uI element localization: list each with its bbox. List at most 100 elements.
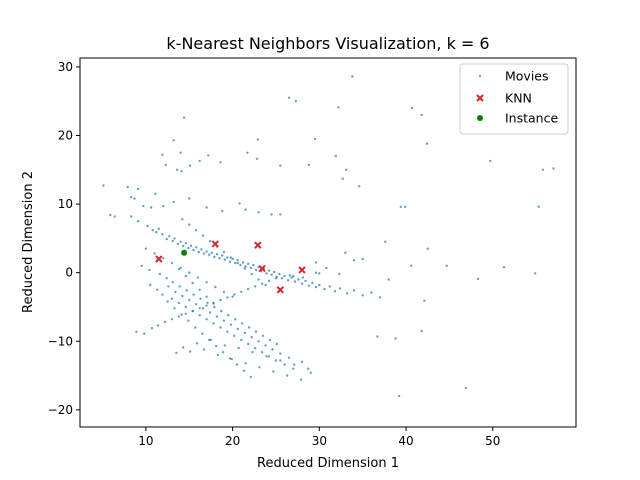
movie-point <box>307 284 311 287</box>
movie-point <box>213 305 216 309</box>
movie-point <box>274 359 278 362</box>
movie-point <box>387 278 390 281</box>
movie-point <box>254 330 258 333</box>
movie-point <box>205 318 208 321</box>
movie-point <box>227 314 230 317</box>
movie-point <box>251 351 254 354</box>
movie-point <box>233 293 236 296</box>
movie-point <box>273 270 276 274</box>
movie-point <box>212 322 215 325</box>
movie-point <box>195 229 198 232</box>
movie-point <box>146 224 149 228</box>
movie-point <box>177 315 181 318</box>
movie-point <box>188 298 191 302</box>
movie-point <box>314 261 318 264</box>
knn-marker <box>211 240 220 248</box>
movie-point <box>171 239 174 243</box>
movie-point <box>300 360 304 363</box>
x-tick-label: 40 <box>398 434 413 448</box>
knn-marker <box>155 255 163 263</box>
legend-knn-label: KNN <box>505 91 532 106</box>
movie-point <box>333 290 337 293</box>
movie-point <box>279 352 282 355</box>
movie-point <box>216 353 220 357</box>
movie-point <box>399 205 402 208</box>
y-tick-label: 10 <box>58 197 73 211</box>
movie-point <box>199 297 202 300</box>
movie-point <box>420 329 423 333</box>
movie-point <box>133 197 136 200</box>
x-tick-label: 50 <box>485 434 500 448</box>
movie-point <box>163 320 167 324</box>
movie-point <box>178 285 181 288</box>
movie-point <box>168 235 171 238</box>
movie-point <box>208 253 211 256</box>
movie-point <box>241 261 245 264</box>
movie-point <box>338 287 342 290</box>
movie-point <box>309 371 312 374</box>
movie-point <box>200 248 203 251</box>
movie-point <box>257 278 260 281</box>
movie-point <box>195 342 199 345</box>
movie-point <box>286 374 289 377</box>
movie-point <box>181 218 184 221</box>
movie-point <box>238 202 241 205</box>
movie-point <box>279 213 282 216</box>
movie-point <box>358 185 361 188</box>
movie-point <box>261 334 265 337</box>
movie-point <box>208 311 212 314</box>
movie-point <box>214 285 217 289</box>
movie-point <box>220 309 223 313</box>
movie-point <box>187 246 190 250</box>
movie-point <box>226 256 229 259</box>
movie-point <box>184 242 187 245</box>
x-tick-label: 20 <box>225 434 240 448</box>
movie-point <box>410 106 414 110</box>
movie-point <box>195 246 198 249</box>
movie-point <box>288 274 291 277</box>
movie-point <box>135 330 138 333</box>
x-tick-label: 30 <box>312 434 327 448</box>
movie-point <box>205 281 208 284</box>
movie-point <box>196 276 200 279</box>
movie-point <box>155 231 158 234</box>
movie-point <box>136 187 140 191</box>
movie-point <box>179 266 182 270</box>
movie-point <box>172 139 175 142</box>
y-tick-label: 20 <box>58 129 73 143</box>
movie-point <box>307 163 311 167</box>
movie-point <box>201 307 205 310</box>
movie-point <box>149 283 152 287</box>
movie-point <box>404 205 407 208</box>
movie-point <box>376 335 379 338</box>
movie-point <box>323 287 326 291</box>
movie-point <box>188 223 191 226</box>
movie-point <box>157 227 161 230</box>
movie-point <box>255 157 259 160</box>
movie-point <box>210 251 213 254</box>
legend-box <box>459 63 569 135</box>
knn-marker <box>276 286 285 294</box>
movie-point <box>171 281 174 284</box>
movie-point <box>344 251 347 254</box>
movie-point <box>221 351 225 354</box>
movie-point <box>175 351 178 355</box>
movie-point <box>148 268 151 272</box>
movie-point <box>194 326 197 329</box>
plot-frame <box>79 57 577 428</box>
movie-point <box>173 307 176 310</box>
movie-point <box>337 106 340 109</box>
knn-marker <box>254 241 262 249</box>
movie-point <box>236 259 239 262</box>
movie-point <box>338 272 341 276</box>
movie-point <box>202 348 206 351</box>
movie-point <box>205 250 208 253</box>
movie-point <box>265 272 268 275</box>
movie-point <box>154 192 157 195</box>
movie-point <box>252 263 255 267</box>
movie-point <box>219 298 222 302</box>
movie-point <box>162 257 165 260</box>
movie-point <box>175 168 179 171</box>
movie-point <box>287 356 291 359</box>
movie-point <box>552 167 555 170</box>
